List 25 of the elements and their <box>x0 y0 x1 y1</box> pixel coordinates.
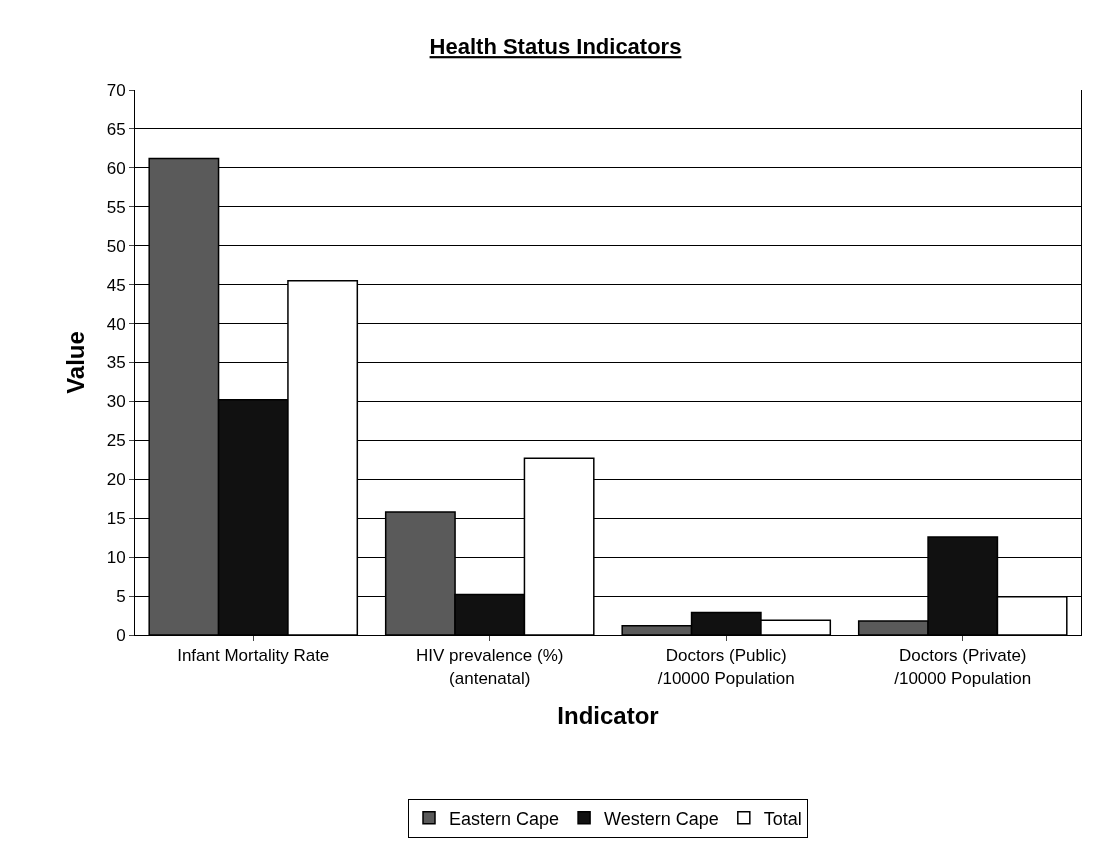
y-tick-label: 50 <box>106 236 126 256</box>
y-axis-title: Value <box>61 331 89 394</box>
legend-label: Western Cape <box>604 808 719 829</box>
y-tick-label: 10 <box>106 548 126 568</box>
y-tick-label: 60 <box>106 158 126 178</box>
legend-label: Total <box>763 808 802 829</box>
x-tick-label: Doctors (Private) /10000 Population <box>894 646 1032 688</box>
y-tick-label: 5 <box>116 587 126 607</box>
y-tick-label: 45 <box>106 275 126 295</box>
legend-label: Eastern Cape <box>449 808 560 829</box>
y-tick-label: 20 <box>106 470 126 490</box>
x-axis-title: Indicator <box>557 701 659 729</box>
y-tick-label: 25 <box>106 431 126 451</box>
y-tick-label: 30 <box>106 392 126 412</box>
chart-title: Health Status Indicators <box>429 34 682 60</box>
x-tick-label: Infant Mortality Rate <box>177 646 330 666</box>
y-tick-label: 70 <box>106 80 126 100</box>
y-tick-label: 15 <box>106 509 126 529</box>
y-tick-label: 65 <box>106 119 126 139</box>
x-tick-label: Doctors (Public) /10000 Population <box>657 646 795 688</box>
x-tick-label: HIV prevalence (%) (antenatal) <box>416 646 564 688</box>
y-tick-label: 40 <box>106 314 126 334</box>
y-tick-label: 35 <box>106 353 126 373</box>
y-tick-label: 55 <box>106 197 126 217</box>
y-tick-label: 0 <box>116 625 126 645</box>
